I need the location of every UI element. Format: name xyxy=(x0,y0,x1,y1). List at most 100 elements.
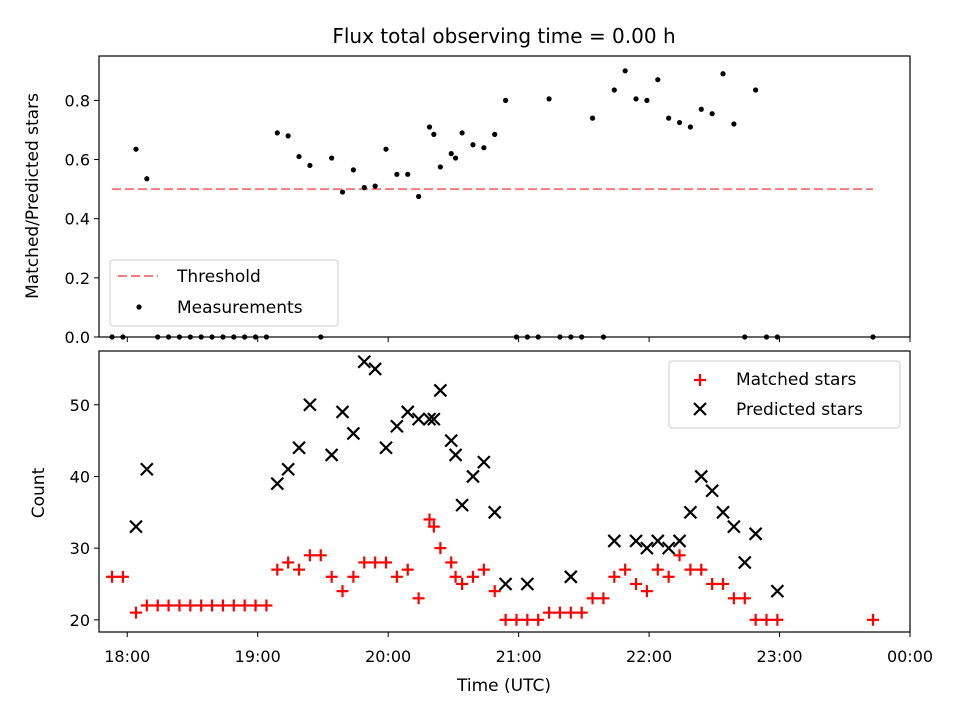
ratio-y-ticks: 0.0 0.2 0.4 0.6 0.8 xyxy=(65,91,99,347)
predicted-star-point xyxy=(400,405,415,419)
predicted-star-point xyxy=(324,448,339,462)
measurement-point xyxy=(133,146,139,152)
measurement-point xyxy=(274,130,280,136)
matched-star-point xyxy=(706,577,719,590)
predicted-star-point xyxy=(520,577,535,591)
matched-star-point xyxy=(466,570,479,583)
predicted-star-point xyxy=(427,412,441,426)
matched-star-point xyxy=(347,570,360,583)
predicted-star-point xyxy=(466,469,480,484)
measurement-point xyxy=(492,131,498,137)
matched-star-point xyxy=(684,563,697,576)
predicted-star-point xyxy=(390,419,404,434)
predicted-star-point xyxy=(357,354,372,369)
matched-star-point xyxy=(597,592,610,605)
measurement-point xyxy=(285,133,291,139)
matched-star-point xyxy=(760,613,773,626)
matched-star-point xyxy=(553,606,566,619)
measurement-point xyxy=(753,87,759,93)
measurement-point xyxy=(666,115,672,121)
count-y-tick-label: 50 xyxy=(70,396,90,415)
predicted-star-point xyxy=(498,577,513,591)
measurement-point xyxy=(452,155,459,161)
measurement-point xyxy=(394,171,400,177)
predicted-stars-points xyxy=(129,354,785,598)
matched-star-point xyxy=(532,613,545,626)
measurement-point xyxy=(546,96,552,102)
predicted-star-point xyxy=(411,412,426,426)
predicted-star-point xyxy=(629,534,643,548)
measurement-point xyxy=(720,71,726,77)
count-y-axis-label: Count xyxy=(29,467,49,518)
predicted-star-point xyxy=(770,584,785,598)
measurement-point xyxy=(329,155,335,161)
predicted-star-point xyxy=(368,362,382,376)
matched-star-point xyxy=(206,599,219,612)
count-x-tick-label: 21:00 xyxy=(496,647,542,666)
matched-star-point xyxy=(314,549,327,562)
matched-star-point xyxy=(151,599,164,612)
predicted-star-point xyxy=(727,519,741,534)
chart-title: Flux total observing time = 0.00 h xyxy=(332,24,675,48)
matched-star-point xyxy=(630,577,643,590)
measurement-point xyxy=(709,111,715,117)
predicted-star-point xyxy=(335,405,350,419)
matched-star-point xyxy=(238,599,251,612)
count-x-tick-label: 20:00 xyxy=(365,647,411,666)
matched-star-point xyxy=(456,577,469,590)
measurement-point xyxy=(426,124,433,130)
measurements-legend-label: Measurements xyxy=(177,298,303,318)
matched-star-point xyxy=(173,599,186,612)
predicted-star-point xyxy=(672,534,687,548)
predicted-star-point xyxy=(346,426,361,441)
predicted-star-point xyxy=(564,570,578,584)
measurement-point xyxy=(731,121,737,127)
matched-star-point xyxy=(116,570,129,583)
matched-star-point xyxy=(401,563,414,576)
count-y-tick-label: 40 xyxy=(70,467,90,486)
predicted-star-point xyxy=(683,505,698,520)
matched-star-point xyxy=(477,563,490,576)
measurement-point xyxy=(611,87,617,93)
measurement-point xyxy=(448,151,454,157)
predicted-star-point xyxy=(281,462,295,477)
ratio-y-tick-label: 0.8 xyxy=(65,91,90,110)
predicted-star-point xyxy=(433,383,448,398)
matched-star-point xyxy=(771,613,784,626)
measurement-point xyxy=(633,96,639,102)
predicted-star-point xyxy=(379,440,393,455)
matched-star-point xyxy=(543,606,556,619)
matched-star-point xyxy=(358,556,371,569)
matched-star-point xyxy=(867,613,880,626)
measurement-point xyxy=(296,153,302,160)
matched-star-point xyxy=(499,613,512,626)
measurement-point xyxy=(655,77,661,83)
measurement-point xyxy=(698,106,704,112)
predicted-star-point xyxy=(640,541,654,555)
threshold-legend-label: Threshold xyxy=(176,267,261,287)
measurements-legend-swatch xyxy=(136,304,142,310)
matched-star-point xyxy=(673,549,686,562)
count-y-ticks: 20 30 40 50 xyxy=(70,396,99,630)
count-x-axis-label: Time (UTC) xyxy=(456,676,551,696)
measurement-point xyxy=(372,183,378,189)
matched-star-point xyxy=(260,599,273,612)
measurement-point xyxy=(676,119,683,126)
measurement-point xyxy=(470,142,476,148)
matched-star-point xyxy=(282,556,295,569)
matched-legend-label: Matched stars xyxy=(736,370,856,390)
measurement-point xyxy=(459,130,465,136)
matched-star-point xyxy=(488,585,501,598)
measurement-point xyxy=(361,185,367,191)
predicted-star-point xyxy=(303,397,317,412)
predicted-star-point xyxy=(487,505,502,520)
count-x-tick-label: 18:00 xyxy=(104,647,150,666)
matched-star-point xyxy=(390,570,403,583)
predicted-star-point xyxy=(444,433,459,448)
count-legend-box xyxy=(668,360,901,429)
count-panel: Count Time (UTC) 20 30 40 50 18:00 19:00 20:0… xyxy=(29,350,933,696)
measurement-point xyxy=(437,164,443,170)
matched-stars-points xyxy=(106,513,880,626)
ratio-y-tick-label: 0.6 xyxy=(65,151,90,170)
measurement-point xyxy=(589,115,596,121)
